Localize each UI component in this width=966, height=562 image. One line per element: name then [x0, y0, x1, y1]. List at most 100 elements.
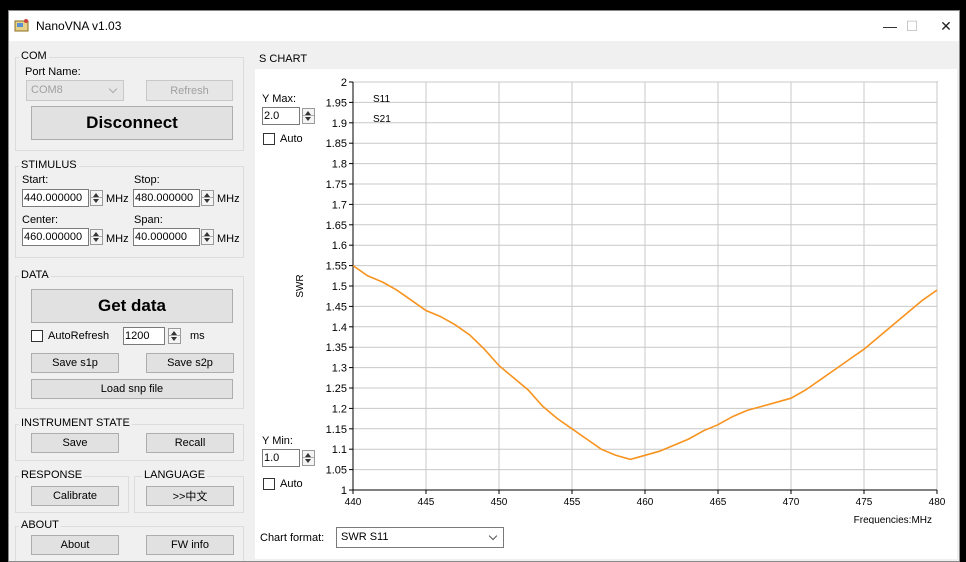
swr-chart: 1 1.05 1.1 1.15 1.2 1.25 1.3 1.35 1.4 1.45 1.5 1.55… [295, 77, 946, 524]
refresh-button[interactable]: Refresh [146, 80, 233, 101]
save-s2p-button[interactable]: Save s2p [146, 353, 234, 373]
stop-unit-label: MHz [217, 193, 240, 205]
x-tick-label: 450 [491, 497, 508, 508]
y-tick-label: 2 [341, 77, 347, 89]
x-axis-label: Frequencies:MHz [854, 515, 932, 524]
nanovna-app-icon [14, 19, 29, 32]
port-select-value: COM8 [31, 84, 63, 96]
interval-unit-label: ms [190, 330, 205, 342]
y-tick-label: 1.8 [332, 159, 347, 171]
y-tick-label: 1.3 [332, 363, 347, 375]
series-line-s11 [352, 264, 938, 461]
maximize-button[interactable]: ☐ [905, 18, 919, 34]
title-bar: NanoVNA v1.03 — ☐ ✕ [9, 11, 959, 41]
x-tick-label: 470 [783, 497, 800, 508]
y-axis-label: SWR [295, 274, 306, 297]
s-chart-panel: Y Max: 2.0 Auto Y Min: 1.0 Auto Chart fo… [255, 69, 957, 559]
center-frequency-input[interactable]: 460.000000 [22, 228, 89, 246]
y-tick-label: 1.35 [326, 342, 347, 354]
chart-format-value: SWR S11 [341, 531, 389, 543]
chevron-down-icon [108, 84, 118, 94]
ymin-spinner[interactable] [302, 450, 315, 466]
y-tick-label: 1.95 [326, 97, 347, 109]
stop-label: Stop: [134, 174, 160, 186]
y-tick-label: 1.7 [332, 199, 347, 211]
span-frequency-input[interactable]: 40.000000 [133, 228, 200, 246]
about-button[interactable]: About [31, 535, 119, 555]
y-tick-label: 1.25 [326, 383, 347, 395]
y-tick-label: 1.1 [332, 444, 347, 456]
x-tick-label: 475 [856, 497, 873, 508]
about-group: ABOUT [15, 519, 244, 561]
legend-s21: S21 [373, 114, 391, 125]
start-frequency-spinner[interactable] [90, 190, 103, 206]
disconnect-button[interactable]: Disconnect [31, 106, 233, 140]
y-tick-label: 1.05 [326, 465, 347, 477]
stimulus-group: STIMULUS [15, 159, 244, 258]
get-data-button[interactable]: Get data [31, 289, 233, 323]
language-switch-button[interactable]: >>中文 [146, 486, 234, 506]
port-select[interactable]: COM8 [26, 80, 124, 101]
instrument-recall-button[interactable]: Recall [146, 433, 234, 453]
port-name-label: Port Name: [25, 66, 81, 78]
ymax-auto-checkbox[interactable] [263, 133, 275, 145]
ymax-auto-label: Auto [280, 133, 303, 145]
y-tick-label: 1.75 [326, 179, 347, 191]
autorefresh-label: AutoRefresh [48, 330, 110, 342]
fw-info-button[interactable]: FW info [146, 535, 234, 555]
start-label: Start: [22, 174, 49, 186]
calibrate-button[interactable]: Calibrate [31, 486, 119, 506]
y-tick-label: 1.6 [332, 240, 347, 252]
response-group-title: RESPONSE [19, 469, 85, 481]
instrument-state-group: INSTRUMENT STATE [15, 417, 244, 461]
minimize-button[interactable]: — [883, 18, 897, 34]
y-tick-label: 1.55 [326, 261, 347, 273]
x-tick-label: 460 [637, 497, 654, 508]
data-group-title: DATA [19, 269, 51, 281]
chevron-down-icon [488, 531, 498, 541]
stop-frequency-spinner[interactable] [201, 190, 214, 206]
ymax-spinner[interactable] [302, 108, 315, 124]
stimulus-group-title: STIMULUS [19, 159, 79, 171]
data-group: DATA [15, 269, 244, 409]
y-tick-label: 1.5 [332, 281, 347, 293]
load-snp-button[interactable]: Load snp file [31, 379, 233, 399]
x-tick-label: 480 [929, 497, 946, 508]
y-tick-label: 1.15 [326, 424, 347, 436]
refresh-interval-input[interactable]: 1200 [123, 327, 165, 345]
y-tick-label: 1.9 [332, 118, 347, 130]
stop-frequency-input[interactable]: 480.000000 [133, 189, 200, 207]
app-window: NanoVNA v1.03 — ☐ ✕ COM Port Name: COM8 … [8, 10, 960, 562]
ymin-auto-label: Auto [280, 478, 303, 490]
span-label: Span: [134, 214, 163, 226]
chart-format-select[interactable]: SWR S11 [336, 527, 504, 548]
ymin-input[interactable]: 1.0 [262, 449, 300, 467]
instrument-save-button[interactable]: Save [31, 433, 119, 453]
span-unit-label: MHz [217, 233, 240, 245]
close-button[interactable]: ✕ [940, 18, 952, 34]
x-tick-label: 455 [564, 497, 581, 508]
x-tick-label: 440 [345, 497, 362, 508]
start-unit-label: MHz [106, 193, 129, 205]
start-frequency-input[interactable]: 440.000000 [22, 189, 89, 207]
language-group-title: LANGUAGE [142, 469, 208, 481]
y-tick-label: 1.4 [332, 322, 347, 334]
y-tick-label: 1 [341, 485, 347, 497]
com-group-title: COM [19, 50, 49, 62]
response-group: RESPONSE [15, 469, 129, 513]
instrument-state-title: INSTRUMENT STATE [19, 417, 132, 429]
y-tick-label: 1.45 [326, 301, 347, 313]
autorefresh-checkbox[interactable] [31, 330, 43, 342]
ymax-input[interactable]: 2.0 [262, 107, 300, 125]
ymax-label: Y Max: [262, 93, 297, 105]
span-frequency-spinner[interactable] [201, 229, 214, 245]
center-frequency-spinner[interactable] [90, 229, 103, 245]
y-tick-label: 1.65 [326, 220, 347, 232]
save-s1p-button[interactable]: Save s1p [31, 353, 119, 373]
center-label: Center: [22, 214, 59, 226]
language-group: LANGUAGE [134, 469, 244, 513]
about-group-title: ABOUT [19, 519, 61, 531]
ymin-auto-checkbox[interactable] [263, 478, 275, 490]
x-tick-label: 445 [418, 497, 435, 508]
refresh-interval-spinner[interactable] [168, 328, 181, 344]
